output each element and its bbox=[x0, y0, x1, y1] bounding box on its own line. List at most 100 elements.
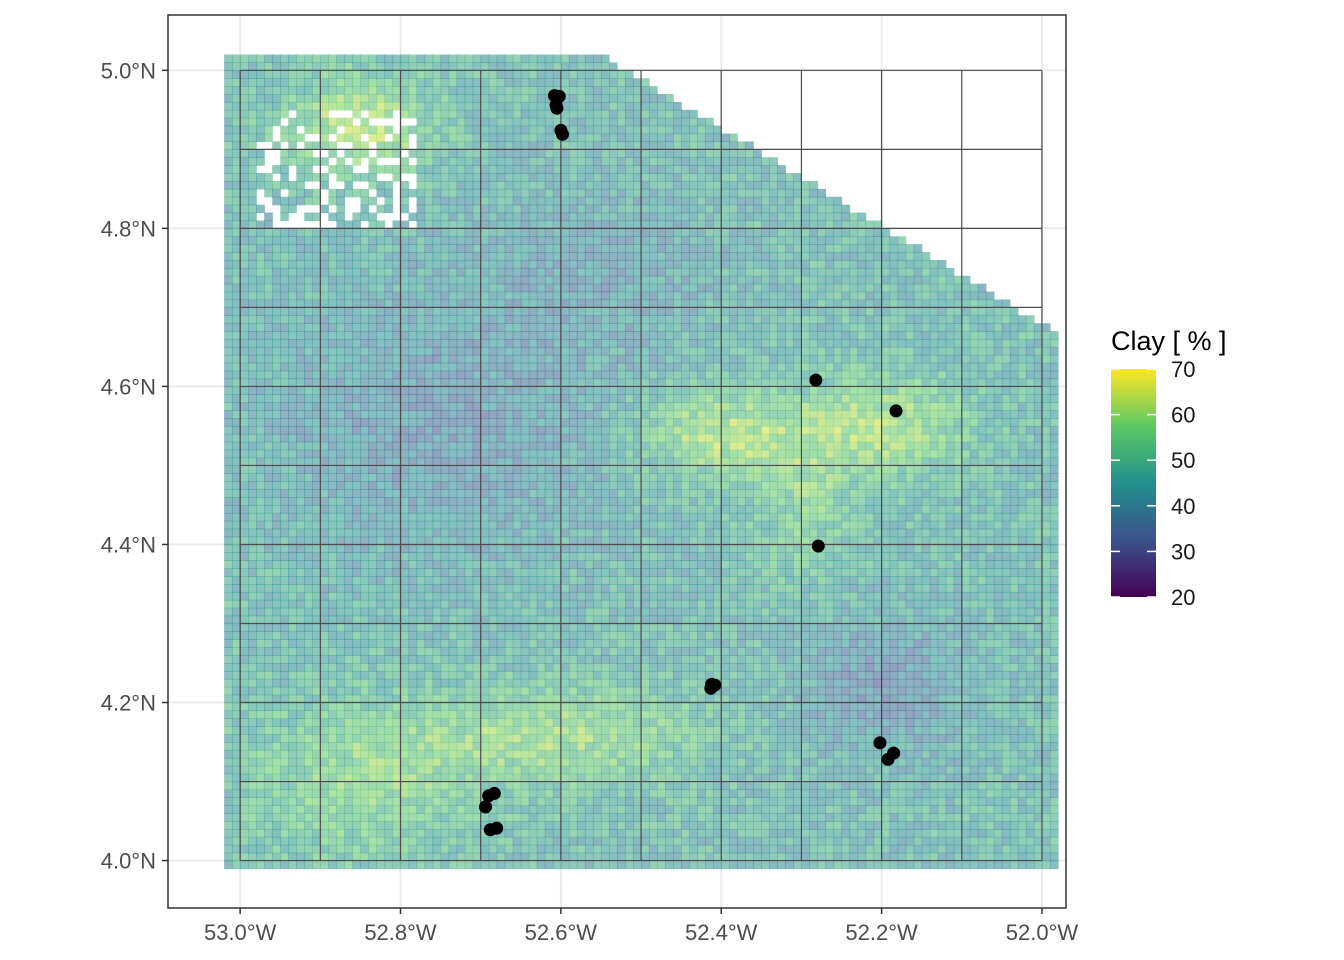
raster-cell bbox=[240, 157, 249, 166]
raster-cell bbox=[617, 805, 626, 814]
raster-cell bbox=[392, 299, 402, 308]
raster-cell bbox=[384, 418, 394, 427]
raster-cell bbox=[296, 165, 305, 174]
raster-cell bbox=[456, 552, 466, 561]
raster-cell bbox=[240, 204, 249, 214]
raster-cell bbox=[392, 552, 402, 561]
raster-cell bbox=[376, 599, 386, 609]
raster-cell bbox=[568, 797, 578, 806]
raster-cell bbox=[392, 339, 402, 348]
raster-cell bbox=[408, 236, 418, 245]
raster-cell bbox=[544, 449, 554, 459]
raster-cell bbox=[456, 797, 466, 806]
raster-cell bbox=[256, 267, 265, 277]
raster-cell bbox=[520, 797, 530, 806]
raster-cell bbox=[232, 275, 241, 285]
raster-cell bbox=[512, 489, 522, 498]
raster-cell bbox=[568, 663, 578, 672]
raster-cell bbox=[440, 686, 450, 696]
raster-cell bbox=[408, 781, 418, 791]
raster-cell bbox=[384, 615, 394, 625]
raster-cell bbox=[448, 133, 458, 143]
raster-cell bbox=[536, 647, 546, 656]
raster-cell bbox=[440, 828, 450, 838]
raster-cell bbox=[360, 196, 370, 206]
raster-cell bbox=[576, 165, 586, 174]
raster-cell bbox=[480, 844, 490, 854]
raster-cell bbox=[617, 734, 626, 743]
raster-cell bbox=[360, 844, 370, 854]
raster-cell bbox=[617, 528, 626, 538]
raster-cell bbox=[232, 702, 241, 712]
raster-cell bbox=[312, 86, 321, 95]
raster-cell bbox=[408, 149, 418, 158]
raster-cell bbox=[248, 473, 257, 482]
raster-cell bbox=[320, 591, 329, 601]
raster-cell bbox=[248, 726, 257, 735]
raster-cell bbox=[360, 591, 370, 601]
raster-cell bbox=[232, 386, 241, 395]
raster-cell bbox=[440, 283, 450, 293]
raster-cell bbox=[232, 370, 241, 380]
raster-cell bbox=[544, 86, 554, 95]
raster-cell bbox=[512, 828, 522, 838]
raster-cell bbox=[272, 670, 281, 680]
raster-cell bbox=[320, 694, 329, 704]
raster-cell bbox=[248, 244, 257, 253]
raster-cell bbox=[552, 449, 562, 459]
raster-cell bbox=[480, 252, 490, 261]
raster-cell bbox=[248, 410, 257, 419]
raster-cell bbox=[328, 631, 337, 640]
raster-cell bbox=[232, 457, 241, 467]
raster-cell bbox=[440, 394, 450, 403]
raster-cell bbox=[336, 836, 345, 846]
raster-cell bbox=[272, 512, 281, 522]
raster-cell bbox=[408, 512, 418, 522]
raster-cell bbox=[560, 781, 570, 791]
raster-cell bbox=[416, 836, 426, 846]
raster-cell bbox=[336, 473, 345, 482]
raster-cell bbox=[352, 718, 362, 727]
raster-cell bbox=[456, 836, 466, 846]
raster-cell bbox=[472, 133, 482, 143]
raster-cell bbox=[488, 252, 498, 261]
raster-cell bbox=[520, 54, 530, 64]
raster-cell bbox=[256, 773, 265, 783]
raster-cell bbox=[416, 354, 426, 364]
raster-cell bbox=[256, 757, 265, 767]
raster-cell bbox=[464, 94, 474, 103]
raster-cell bbox=[264, 418, 273, 427]
raster-cell bbox=[384, 663, 394, 672]
raster-cell bbox=[448, 852, 458, 862]
raster-cell bbox=[592, 465, 602, 474]
raster-cell bbox=[352, 599, 362, 609]
raster-cell bbox=[240, 544, 249, 553]
raster-cell bbox=[392, 244, 402, 253]
raster-cell bbox=[416, 639, 426, 648]
raster-cell bbox=[360, 852, 370, 862]
raster-cell bbox=[520, 101, 530, 111]
raster-cell bbox=[296, 544, 305, 553]
raster-cell bbox=[544, 441, 554, 451]
raster-cell bbox=[352, 370, 362, 380]
raster-cell bbox=[617, 639, 626, 648]
raster-cell bbox=[568, 204, 578, 214]
raster-cell bbox=[272, 789, 281, 798]
raster-cell bbox=[464, 536, 474, 546]
raster-cell bbox=[304, 117, 313, 127]
raster-cell bbox=[617, 607, 626, 617]
raster-cell bbox=[536, 425, 546, 435]
raster-cell bbox=[608, 188, 618, 198]
raster-cell bbox=[472, 647, 482, 656]
raster-cell bbox=[352, 307, 362, 316]
raster-cell bbox=[608, 354, 618, 364]
raster-cell bbox=[600, 765, 610, 775]
raster-cell bbox=[480, 647, 490, 656]
raster-cell bbox=[536, 504, 546, 514]
raster-cell bbox=[552, 418, 562, 427]
raster-cell bbox=[376, 552, 386, 561]
raster-cell bbox=[296, 354, 305, 364]
raster-cell bbox=[440, 655, 450, 664]
raster-cell bbox=[568, 149, 578, 158]
raster-cell bbox=[560, 465, 570, 474]
